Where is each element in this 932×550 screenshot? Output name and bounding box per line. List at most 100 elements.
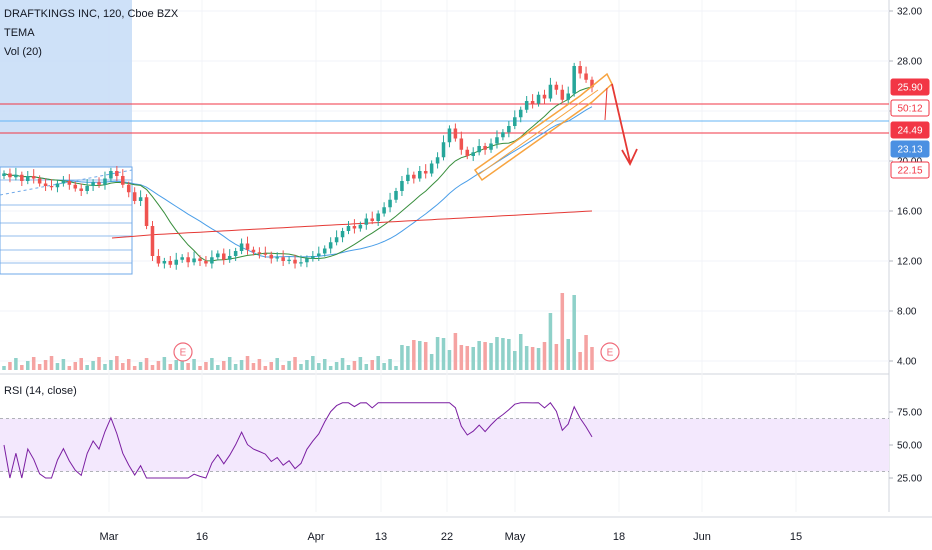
candle-body — [180, 257, 184, 260]
candle-body — [61, 181, 66, 184]
time-tick-label: May — [505, 531, 526, 543]
volume-legend[interactable]: Vol (20) — [4, 46, 42, 58]
price-badge — [890, 161, 930, 179]
candle-body — [186, 257, 190, 263]
candle-body — [168, 261, 173, 265]
candle-body — [358, 224, 363, 229]
candle-body — [388, 199, 392, 208]
volume-bar — [572, 295, 576, 370]
price-badge-label: 22.15 — [897, 166, 922, 177]
volume-bar — [560, 293, 565, 370]
earnings-marker[interactable] — [173, 342, 193, 362]
volume-bar — [548, 313, 553, 370]
volume-bar — [2, 366, 6, 370]
volume-bar — [518, 334, 523, 370]
candle-body — [542, 94, 547, 99]
volume-bar — [121, 363, 125, 370]
volume-bar — [227, 357, 232, 370]
volume-bar — [382, 363, 386, 370]
volume-bar — [590, 347, 594, 370]
candle-body — [346, 226, 351, 231]
ma-green-line — [3, 86, 593, 262]
volume-bar — [31, 357, 36, 370]
rsi-legend[interactable]: RSI (14, close) — [4, 385, 77, 397]
candle-body — [79, 188, 83, 191]
volume-bar — [85, 365, 89, 370]
candle-body — [251, 249, 256, 253]
volume-bar — [400, 345, 404, 370]
price-badge-label: 23.13 — [897, 145, 922, 156]
volume-bar — [483, 342, 487, 370]
candle-body — [85, 186, 89, 191]
volume-bar — [435, 337, 440, 370]
price-badge-label: 25.90 — [897, 83, 922, 94]
candle-body — [115, 171, 119, 176]
time-tick-label: 16 — [196, 531, 208, 543]
volume-bar — [317, 363, 321, 370]
candle-body — [536, 94, 541, 104]
candle-body — [91, 182, 95, 186]
candle-body — [245, 243, 250, 250]
volume-bar — [513, 351, 517, 370]
volume-bar — [524, 346, 529, 370]
candle-body — [227, 256, 232, 260]
candle-body — [340, 231, 345, 238]
candle-body — [233, 251, 238, 256]
time-tick-label: Jun — [693, 531, 711, 543]
price-tick-label: 4.00 — [897, 357, 917, 368]
candle-body — [73, 184, 78, 189]
time-tick-label: 22 — [441, 531, 453, 543]
candle-body — [400, 181, 404, 191]
price-badge-label: 24.49 — [897, 126, 922, 137]
candle-body — [524, 101, 529, 110]
volume-bar — [453, 333, 458, 370]
range-box-bottom — [0, 166, 133, 275]
candle-body — [192, 258, 196, 263]
candle-body — [560, 89, 565, 100]
candle-body — [417, 171, 422, 179]
volume-bar — [417, 341, 422, 370]
down-arrow-line — [611, 83, 631, 163]
tema-legend[interactable]: TEMA — [4, 27, 35, 39]
volume-bar — [204, 362, 208, 370]
candle-body — [305, 258, 309, 263]
price-tick-label: 8.00 — [897, 307, 917, 318]
volume-bar — [364, 364, 369, 370]
earnings-marker[interactable] — [600, 342, 620, 362]
price-tick-label: 12.00 — [897, 257, 922, 268]
time-tick-label: 18 — [613, 531, 625, 543]
volume-bar — [210, 358, 214, 370]
candle-body — [2, 173, 6, 176]
volume-bar — [536, 348, 541, 370]
volume-bar — [447, 350, 452, 370]
volume-bar — [334, 362, 339, 370]
volume-bar — [55, 363, 60, 370]
candle-body — [406, 174, 410, 181]
volume-bar — [423, 342, 428, 370]
volume-bar — [346, 365, 351, 370]
volume-bar — [49, 356, 54, 370]
earnings-label: E — [607, 348, 614, 359]
volume-bar — [429, 354, 434, 370]
candle-body — [126, 184, 131, 193]
volume-bar — [328, 366, 333, 370]
down-arrow-head — [621, 148, 638, 166]
candle-body — [239, 243, 244, 251]
rsi-line — [3, 402, 593, 479]
candle-body — [590, 79, 594, 88]
candle-body — [394, 191, 398, 200]
candle-body — [447, 128, 452, 143]
candle-body — [483, 146, 487, 150]
candle-body — [103, 178, 107, 185]
candle-body — [121, 176, 125, 185]
candle-body — [263, 253, 268, 255]
volume-bar — [507, 339, 511, 370]
volume-bar — [162, 357, 167, 370]
candle-body — [376, 213, 380, 221]
candle-body — [530, 101, 535, 104]
candle-body — [352, 226, 357, 229]
candle-body — [25, 176, 30, 181]
candle-body — [156, 256, 161, 264]
symbol-legend[interactable]: DRAFTKINGS INC, 120, Cboe BZX — [4, 8, 179, 20]
